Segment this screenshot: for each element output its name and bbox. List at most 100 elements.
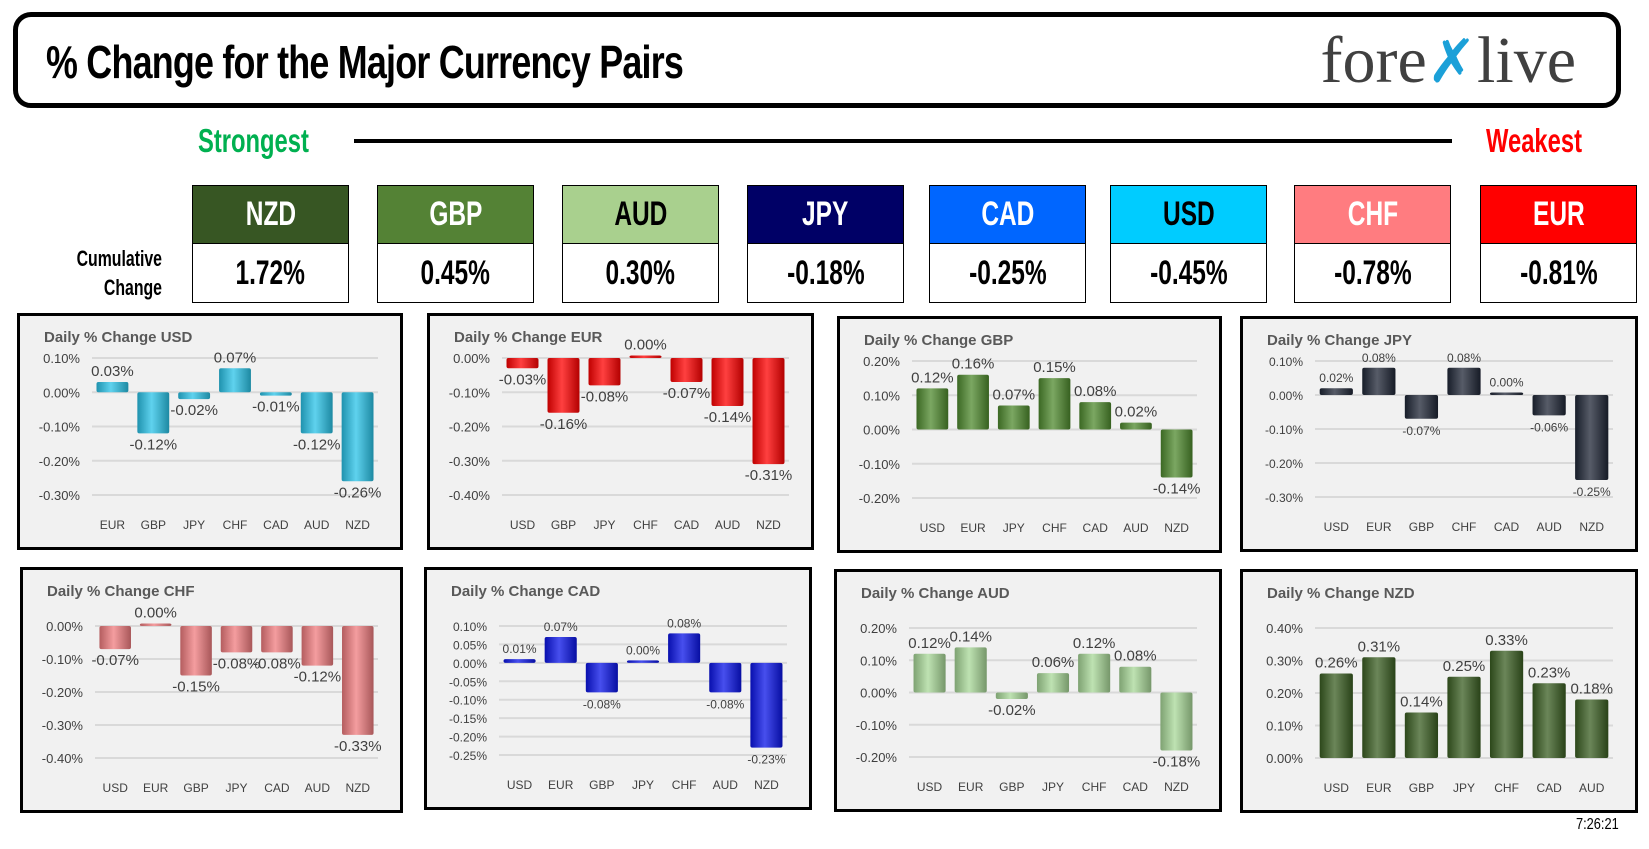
x-tick-label: CHF	[223, 518, 248, 532]
x-tick-label: NZD	[345, 518, 370, 532]
x-tick-label: USD	[103, 781, 129, 795]
data-label: 0.08%	[1114, 648, 1157, 665]
y-tick-label: 0.00%	[453, 351, 490, 366]
y-tick-label: -0.20%	[859, 491, 901, 506]
forexlive-logo: fore✗live	[1320, 24, 1576, 97]
weakest-label: Weakest	[1486, 122, 1582, 159]
y-tick-label: 0.10%	[453, 620, 487, 634]
x-tick-label: NZD	[1164, 780, 1189, 794]
y-tick-label: 0.10%	[863, 388, 900, 403]
x-tick-label: AUD	[715, 518, 741, 532]
y-tick-label: -0.40%	[42, 751, 84, 766]
data-label: -0.07%	[1402, 424, 1440, 438]
currency-cumulative-value: -0.78%	[1295, 244, 1450, 302]
chart-title: Daily % Change EUR	[454, 329, 603, 346]
bar-usd	[1319, 388, 1353, 395]
cumulative-value: 1.72%	[235, 253, 306, 292]
currency-cumulative-value: -0.45%	[1111, 244, 1266, 302]
currency-cumulative-value: -0.81%	[1481, 244, 1636, 302]
bar-jpy	[997, 405, 1030, 430]
x-tick-label: NZD	[756, 518, 781, 532]
y-tick-label: 0.00%	[46, 619, 83, 634]
x-tick-label: CAD	[674, 518, 700, 532]
x-tick-label: NZD	[345, 781, 370, 795]
currency-box-aud: AUD 0.30%	[562, 185, 719, 303]
chart-cad: Daily % Change CAD 0.10% 0.05% 0.00% -0.05% -…	[424, 567, 812, 810]
y-tick-label: -0.10%	[449, 694, 487, 708]
y-tick-label: -0.30%	[449, 454, 491, 469]
chart-title: Daily % Change CHF	[47, 583, 195, 600]
data-label: 0.07%	[544, 620, 578, 634]
chart-aud-svg: Daily % Change AUD 0.20% 0.10% 0.00% -0.10% -…	[856, 585, 1200, 794]
data-label: 0.14%	[1400, 694, 1443, 711]
bar-eur	[139, 623, 172, 626]
bar-cad	[670, 358, 703, 382]
bar-eur	[1362, 657, 1396, 758]
bar-aud	[1575, 699, 1609, 758]
y-tick-label: -0.20%	[42, 685, 84, 700]
y-tick-label: 0.10%	[43, 351, 80, 366]
data-label: -0.23%	[747, 753, 785, 767]
y-tick-label: 0.20%	[1266, 686, 1303, 701]
data-label: 0.12%	[908, 635, 951, 652]
cumulative-value: 0.45%	[420, 253, 491, 292]
data-label: 0.18%	[1570, 681, 1613, 698]
logo-x-arrow-icon: ✗	[1426, 28, 1478, 95]
x-tick-label: JPY	[1003, 521, 1025, 535]
x-tick-label: CHF	[1494, 781, 1519, 795]
bar-eur	[954, 647, 987, 693]
currency-code: CHF	[1347, 195, 1398, 233]
bar-usd	[503, 659, 536, 663]
x-tick-label: NZD	[754, 778, 779, 792]
data-label: -0.06%	[1530, 420, 1568, 434]
bar-cad	[1079, 402, 1112, 430]
data-label: 0.26%	[1315, 655, 1358, 672]
currency-header: JPY	[748, 186, 903, 244]
chart-jpy: Daily % Change JPY 0.10% 0.00% -0.10% -0.20%…	[1240, 316, 1638, 552]
data-label: 0.08%	[1074, 383, 1117, 400]
bar-aud	[709, 662, 742, 693]
data-label: -0.14%	[1153, 480, 1201, 497]
bar-chf	[219, 368, 251, 393]
x-tick-label: JPY	[1042, 780, 1064, 794]
bar-nzd	[752, 358, 785, 465]
bar-eur	[544, 637, 577, 663]
x-tick-label: GBP	[551, 518, 576, 532]
data-label: -0.02%	[988, 702, 1036, 719]
bar-nzd	[1160, 429, 1193, 478]
chart-nzd-svg: Daily % Change NZD 0.40% 0.30% 0.20% 0.10% 0.…	[1266, 585, 1613, 795]
bar-chf	[1078, 653, 1111, 693]
page-title: % Change for the Major Currency Pairs	[46, 36, 684, 88]
currency-box-gbp: GBP 0.45%	[377, 185, 534, 303]
y-tick-label: 0.00%	[43, 385, 80, 400]
chart-title: Daily % Change CAD	[451, 583, 600, 600]
x-tick-label: USD	[1324, 520, 1350, 534]
x-tick-label: CAD	[1083, 521, 1109, 535]
data-label: -0.02%	[170, 402, 218, 419]
currency-header: AUD	[563, 186, 718, 244]
currency-box-jpy: JPY -0.18%	[747, 185, 904, 303]
x-tick-label: EUR	[960, 521, 986, 535]
data-label: -0.14%	[704, 409, 752, 426]
bar-gbp	[585, 662, 618, 693]
currency-code: JPY	[802, 195, 849, 233]
currency-cumulative-value: 0.30%	[563, 244, 718, 302]
y-tick-label: 0.05%	[453, 638, 487, 652]
currency-box-cad: CAD -0.25%	[929, 185, 1086, 303]
data-label: 0.16%	[952, 356, 995, 373]
x-tick-label: EUR	[548, 778, 574, 792]
data-label: -0.31%	[745, 467, 793, 484]
bar-aud	[1532, 395, 1566, 416]
x-tick-label: EUR	[958, 780, 984, 794]
x-tick-label: AUD	[1579, 781, 1605, 795]
x-tick-label: CHF	[633, 518, 658, 532]
bar-cad	[1532, 683, 1566, 758]
currency-header: EUR	[1481, 186, 1636, 244]
y-tick-label: -0.20%	[856, 750, 898, 765]
strength-scale-line	[354, 139, 1452, 143]
data-label: 0.06%	[1032, 654, 1075, 671]
bar-jpy	[178, 392, 211, 400]
bar-jpy	[588, 358, 621, 386]
currency-header: CHF	[1295, 186, 1450, 244]
data-label: -0.33%	[334, 738, 382, 755]
